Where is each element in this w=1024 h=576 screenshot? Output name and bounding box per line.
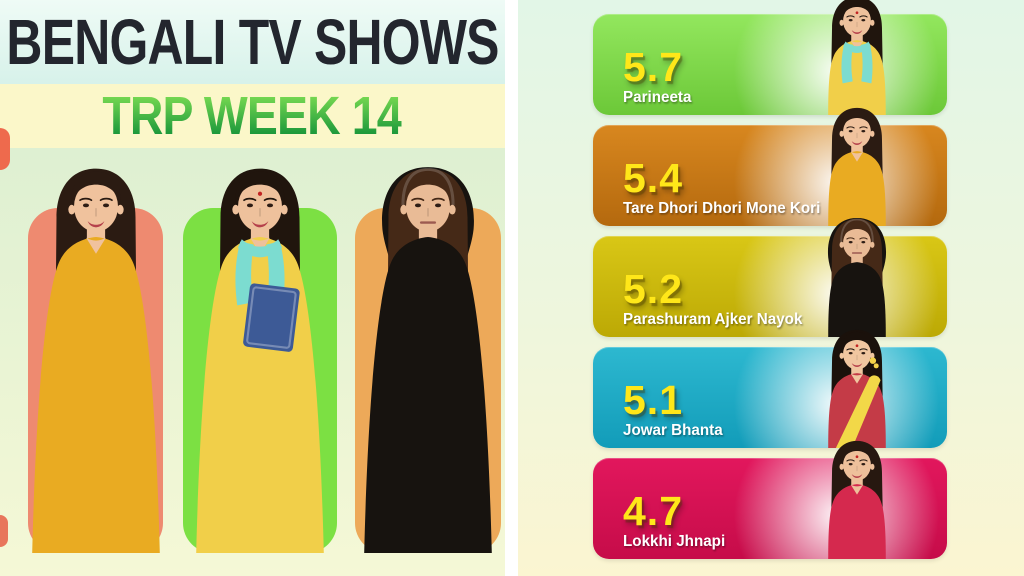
rating-card-jowar-bhanta: 5.1 Jowar Bhanta	[593, 329, 947, 448]
decorative-sliver-top	[0, 128, 10, 170]
show-name: Parashuram Ajker Nayok	[623, 311, 803, 328]
show-name: Jowar Bhanta	[623, 422, 723, 439]
actress-photo-yellow-kurta	[184, 158, 336, 553]
trp-score: 5.1	[623, 377, 683, 423]
trp-score: 4.7	[623, 488, 683, 534]
center-divider	[505, 0, 518, 576]
rating-card-parashuram: 5.2 Parashuram Ajker Nayok	[593, 217, 947, 337]
ratings-half: 5.7 Parineeta 5.4 Tare Dhori Dhori Mone …	[518, 0, 1024, 576]
collage-panel-1	[28, 168, 163, 553]
actress-photo-mustard-dress	[20, 158, 172, 553]
left-collage-half: BENGALI TV SHOWS TRP WEEK 14	[0, 0, 505, 576]
decorative-sliver-bottom	[0, 515, 8, 547]
show-name: Parineeta	[623, 89, 692, 106]
actress-photo	[809, 0, 905, 115]
show-name: Tare Dhori Dhori Mone Kori	[623, 200, 821, 217]
title-band: BENGALI TV SHOWS	[0, 0, 505, 84]
actress-collage	[0, 148, 505, 576]
trp-score: 5.2	[623, 266, 683, 312]
actress-photo	[809, 101, 905, 226]
actress-photo	[809, 434, 905, 559]
actress-photo	[809, 212, 905, 337]
page-title: BENGALI TV SHOWS	[6, 6, 499, 78]
trp-score: 5.7	[623, 44, 683, 90]
rating-card-parineeta: 5.7 Parineeta	[593, 0, 947, 115]
actress-photo-black-hoodie	[352, 158, 504, 553]
show-name: Lokkhi Jhnapi	[623, 533, 726, 550]
actress-photo	[809, 323, 905, 448]
week-subtitle: TRP WEEK 14	[102, 86, 403, 146]
collage-panel-3	[355, 167, 501, 553]
trp-score: 5.4	[623, 155, 683, 201]
collage-panel-2	[183, 168, 337, 553]
rating-card-tare-dhori: 5.4 Tare Dhori Dhori Mone Kori	[593, 107, 947, 226]
ratings-list: 5.7 Parineeta 5.4 Tare Dhori Dhori Mone …	[593, 0, 947, 559]
week-band: TRP WEEK 14	[0, 84, 505, 148]
rating-card-lokkhi-jhnapi: 4.7 Lokkhi Jhnapi	[593, 440, 947, 559]
